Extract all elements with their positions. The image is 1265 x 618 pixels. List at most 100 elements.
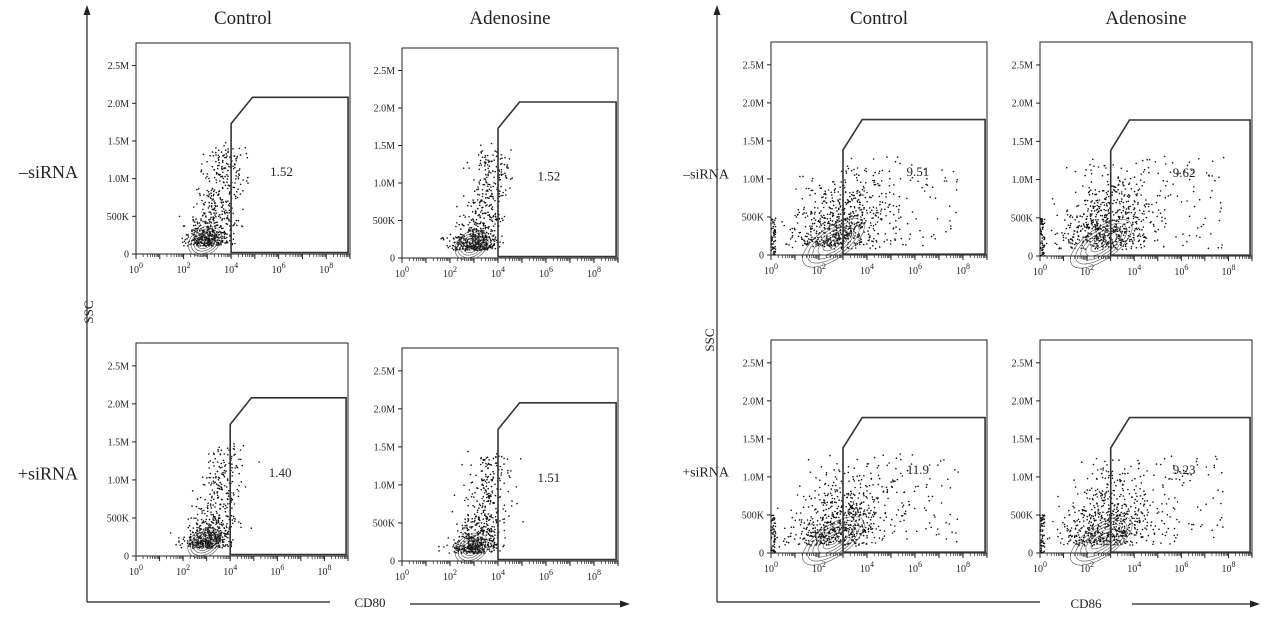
event-dot [880,208,883,210]
event-dot [911,211,914,213]
event-dot [810,213,812,215]
event-dot [462,528,464,530]
event-dot [216,497,219,499]
event-dot [1128,183,1130,186]
event-dot [209,218,212,220]
event-dot [1125,201,1128,203]
event-dot [219,467,222,469]
event-dot [837,215,839,218]
gate-polygon [229,396,347,556]
event-dot [188,524,191,527]
event-dot [224,237,226,240]
y-axis-arrow [713,5,721,15]
event-dot [481,484,483,486]
event-dot [481,229,483,232]
event-dot [833,200,835,203]
event-dot [502,545,505,548]
event-dot [494,218,497,221]
event-dot [839,194,842,196]
x-tick-label: 104 [1127,263,1141,278]
event-dot [1132,223,1134,225]
event-dot [818,211,821,214]
event-dot [236,155,239,158]
event-dot [1056,214,1058,217]
event-dot [484,509,486,512]
event-dot [1121,216,1124,219]
event-dot [190,517,192,519]
event-dot [236,224,238,226]
event-dot [1041,228,1044,230]
event-dot [486,493,489,495]
event-dot [485,193,487,195]
event-dot [1078,239,1081,241]
y-tick-label: 1.0M [374,179,396,190]
event-dot [222,204,224,206]
event-dot [478,550,481,552]
event-dot [222,505,225,508]
event-dot [1140,194,1142,196]
event-dot [501,217,503,220]
event-dot [1107,229,1109,232]
contour-line [198,537,211,549]
event-dot [799,231,802,234]
event-dot [832,204,835,207]
event-dot [1095,193,1098,196]
event-dot [250,527,253,529]
event-dot [873,229,876,232]
event-dot [941,169,943,171]
event-dot [215,151,217,154]
event-dot [1188,161,1191,163]
x-tick-label: 106 [908,560,922,575]
event-dot [1117,209,1119,212]
event-dot [854,197,857,199]
y-tick-label: 0 [759,251,764,262]
x-tick-label: 100 [764,560,778,575]
event-dot [207,228,209,231]
event-dot [1107,209,1110,211]
event-dot [827,220,830,223]
event-dot [1148,203,1150,205]
event-dot [213,540,215,543]
event-dot [224,504,227,507]
event-dot [1103,201,1105,204]
event-dot [1089,240,1091,243]
event-dot [1095,215,1097,218]
event-dot [810,210,812,213]
event-dot [495,519,497,521]
event-dot [471,520,474,523]
event-dot [491,170,494,172]
event-dot [458,536,461,538]
event-dot [476,249,479,252]
event-dot [1102,237,1105,240]
event-dot [485,534,488,536]
event-dot [879,200,881,203]
event-dot [1208,175,1210,177]
event-dot [774,228,776,231]
event-dot [508,158,511,160]
event-dot [217,243,220,245]
event-dot [822,206,825,209]
event-dot [487,527,489,530]
event-dot [828,244,831,247]
event-dot [1041,218,1043,220]
event-dot [212,198,214,200]
event-dot [187,545,190,547]
event-dot [1119,209,1121,211]
event-dot [827,228,829,230]
y-tick-label: 1.0M [743,472,765,483]
event-dot [226,506,228,509]
event-dot [483,487,485,490]
event-dot [218,488,221,490]
event-dot [1039,228,1042,230]
event-dot [820,187,823,189]
event-dot [838,207,840,210]
event-dot [865,167,867,170]
event-dot [833,189,836,191]
event-dot [205,522,208,525]
event-dot [495,239,498,242]
event-dot [212,519,214,521]
event-dot [213,538,216,540]
event-dot [215,147,217,149]
event-dot [853,223,856,226]
